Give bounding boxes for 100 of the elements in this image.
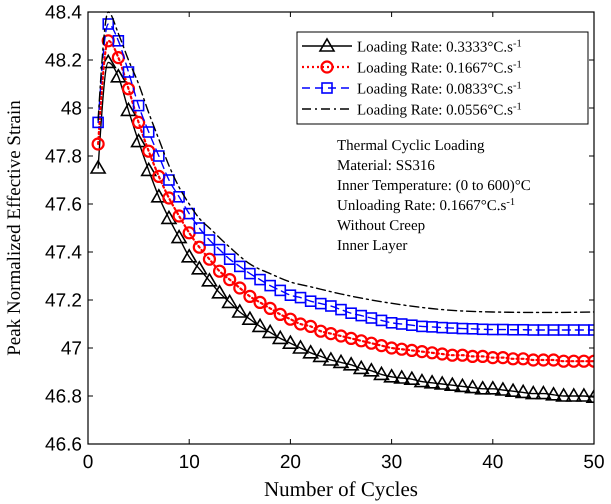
point xyxy=(163,174,175,186)
point xyxy=(384,369,400,383)
point xyxy=(272,330,288,344)
point xyxy=(194,222,206,234)
point xyxy=(495,382,511,396)
point xyxy=(224,253,236,265)
point xyxy=(476,323,488,336)
y-tick-label: 47.2 xyxy=(45,290,82,312)
point xyxy=(517,324,529,336)
point xyxy=(274,284,286,296)
point xyxy=(558,324,570,336)
point xyxy=(253,296,267,309)
point xyxy=(454,378,470,392)
point xyxy=(446,322,458,334)
annotation: Unloading Rate: 0.1667°C.s$^{-1}$ xyxy=(337,196,516,214)
point xyxy=(314,324,328,338)
point xyxy=(548,324,560,336)
point xyxy=(476,350,490,363)
point xyxy=(130,134,146,148)
annotation: Thermal Cyclic Loading xyxy=(337,138,485,154)
point xyxy=(202,252,216,266)
point xyxy=(222,294,238,308)
point xyxy=(415,345,429,358)
point xyxy=(376,314,388,326)
point xyxy=(414,374,430,388)
point xyxy=(161,210,177,224)
point xyxy=(292,340,308,354)
point xyxy=(90,160,106,174)
point xyxy=(264,280,276,292)
point xyxy=(314,298,327,310)
point xyxy=(302,345,318,359)
point xyxy=(526,353,540,367)
point xyxy=(536,386,552,400)
y-tick-label: 47.4 xyxy=(45,242,82,264)
point xyxy=(485,381,501,395)
point xyxy=(406,319,418,331)
point xyxy=(497,324,509,336)
y-tick-label: 48.4 xyxy=(45,2,82,24)
point xyxy=(102,34,115,48)
point xyxy=(436,322,448,334)
y-axis-title: Peak Normalized Effective Strain xyxy=(4,100,25,356)
point xyxy=(244,268,256,280)
point xyxy=(424,375,440,389)
point xyxy=(212,264,226,278)
point xyxy=(516,352,530,366)
point xyxy=(466,350,480,363)
point xyxy=(204,234,216,246)
point xyxy=(223,273,236,286)
point xyxy=(466,323,478,335)
point xyxy=(353,360,370,374)
point xyxy=(527,324,540,336)
point xyxy=(92,137,105,151)
point xyxy=(232,304,248,318)
point xyxy=(92,116,104,128)
point xyxy=(344,332,358,345)
point xyxy=(333,354,349,368)
point xyxy=(374,339,388,352)
point xyxy=(282,335,298,349)
point xyxy=(567,354,580,368)
point xyxy=(566,388,582,402)
point xyxy=(405,344,418,357)
point xyxy=(568,324,580,336)
point xyxy=(434,376,450,390)
point xyxy=(426,321,438,333)
point xyxy=(366,312,378,324)
x-tick-label: 0 xyxy=(82,452,94,473)
point xyxy=(364,363,380,377)
point xyxy=(122,82,136,96)
point xyxy=(323,352,339,366)
point xyxy=(202,273,218,287)
point xyxy=(557,354,570,368)
point xyxy=(304,320,318,333)
point xyxy=(142,126,155,138)
point xyxy=(304,295,316,307)
point xyxy=(474,381,490,395)
point xyxy=(505,383,521,397)
point xyxy=(355,310,368,322)
x-tick-label: 50 xyxy=(583,452,605,473)
point xyxy=(396,318,408,330)
point xyxy=(546,387,562,401)
point xyxy=(243,290,257,303)
point xyxy=(214,244,226,256)
point xyxy=(515,384,531,398)
point xyxy=(343,357,359,371)
point xyxy=(294,292,306,304)
point xyxy=(181,249,197,263)
point xyxy=(385,341,398,355)
point xyxy=(173,191,185,203)
point xyxy=(354,334,368,348)
point xyxy=(506,352,520,366)
y-tick-label: 46.6 xyxy=(45,434,82,456)
point xyxy=(212,285,228,299)
point xyxy=(577,354,590,368)
point xyxy=(284,289,296,301)
point xyxy=(536,353,550,367)
legend-label: Loading Rate: 0.1667°C.s$^{-1}$ xyxy=(357,58,522,76)
point xyxy=(464,380,480,394)
point xyxy=(254,274,266,286)
y-tick-label: 48.2 xyxy=(45,50,82,72)
legend-label: Loading Rate: 0.0556°C.s$^{-1}$ xyxy=(357,100,522,118)
